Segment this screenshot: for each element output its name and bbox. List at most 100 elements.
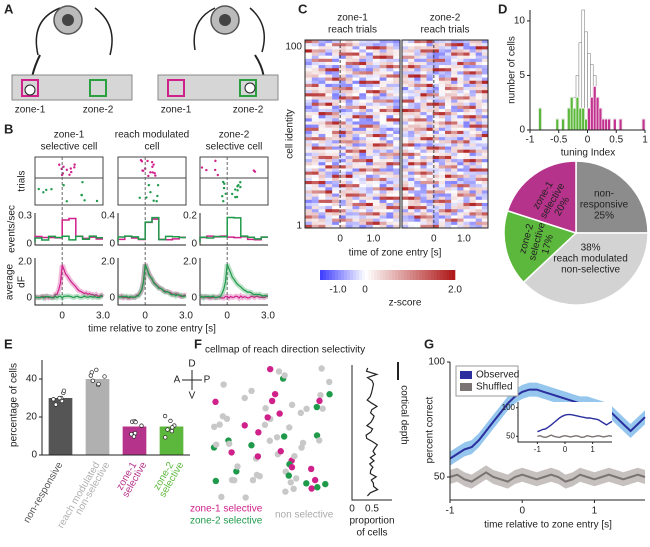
heatmap-cell bbox=[445, 77, 452, 82]
heatmap-cell bbox=[379, 68, 387, 72]
heatmap-cell bbox=[352, 74, 360, 78]
heatmap-cell bbox=[402, 171, 409, 176]
heatmap-cell bbox=[438, 112, 446, 116]
heatmap-cell bbox=[338, 140, 347, 144]
heatmap-cell bbox=[426, 152, 434, 157]
heatmap-cell bbox=[359, 55, 367, 60]
depth-profile bbox=[365, 367, 379, 497]
heatmap-cell bbox=[305, 181, 313, 185]
heatmap-cell bbox=[402, 115, 409, 119]
heatmap-cell bbox=[386, 105, 394, 110]
cell-dot bbox=[282, 488, 289, 495]
heatmap-cell bbox=[318, 215, 326, 219]
heatmap-cell bbox=[420, 202, 427, 207]
heatmap-cell bbox=[386, 87, 394, 91]
heatmap-cell bbox=[386, 174, 394, 179]
raster-event bbox=[68, 173, 71, 176]
heatmap-cell bbox=[305, 215, 313, 219]
heatmap-cell bbox=[451, 137, 458, 141]
heatmap-cell bbox=[457, 61, 464, 66]
heatmap-cell bbox=[366, 61, 374, 66]
heatmap-cell bbox=[311, 90, 319, 94]
heatmap-cell bbox=[469, 121, 477, 125]
heatmap-cell bbox=[426, 105, 434, 110]
heatmap-cell bbox=[366, 124, 374, 129]
tick-label: 1 bbox=[642, 135, 648, 146]
heatmap-cell bbox=[402, 90, 409, 94]
heatmap-cell bbox=[420, 99, 427, 103]
heatmap-cell bbox=[457, 155, 464, 160]
panel-label: E bbox=[4, 336, 13, 351]
heatmap-cell bbox=[475, 209, 483, 213]
heatmap-cell bbox=[305, 77, 313, 82]
heatmap-cell bbox=[332, 143, 340, 147]
heatmap-cell bbox=[457, 124, 464, 129]
heatmap-cell bbox=[386, 162, 394, 166]
heatmap-cell bbox=[372, 140, 380, 144]
heatmap-cell bbox=[432, 130, 440, 135]
cell-dot bbox=[326, 378, 333, 386]
tick-label: 0.4 bbox=[101, 211, 115, 222]
heatmap-cell bbox=[475, 193, 483, 197]
heatmap-cell bbox=[475, 196, 483, 201]
heatmap-cell bbox=[379, 177, 387, 182]
heatmap-cell bbox=[352, 118, 360, 122]
colorbar-cell bbox=[398, 270, 402, 280]
heatmap-cell bbox=[432, 68, 440, 72]
pie-slice bbox=[506, 160, 577, 235]
heatmap-cell bbox=[414, 134, 421, 138]
heatmap-cell bbox=[457, 137, 464, 141]
heatmap-cell bbox=[438, 58, 446, 63]
heatmap-cell bbox=[402, 165, 409, 169]
heatmap-cell bbox=[379, 49, 387, 53]
heatmap-cell bbox=[366, 221, 374, 226]
heatmap-cell bbox=[445, 187, 452, 191]
heatmap-cell bbox=[359, 196, 367, 201]
cell-dot bbox=[292, 475, 300, 482]
heatmap-cell bbox=[318, 206, 326, 210]
heatmap-cell bbox=[366, 43, 374, 47]
heatmap-cell bbox=[414, 152, 421, 157]
heatmap-cell bbox=[426, 202, 434, 207]
heatmap-cell bbox=[445, 137, 452, 141]
heatmap-cell bbox=[352, 137, 360, 141]
heatmap-cell bbox=[372, 121, 380, 125]
heatmap-cell bbox=[305, 143, 313, 147]
cell-dot bbox=[291, 452, 298, 460]
cell-dot bbox=[253, 471, 261, 479]
heatmap-cell bbox=[372, 162, 380, 166]
heatmap-cell bbox=[318, 105, 326, 110]
histogram-bar bbox=[595, 96, 600, 131]
heatmap-cell bbox=[325, 162, 333, 166]
heatmap-cell bbox=[338, 187, 347, 191]
heatmap-cell bbox=[420, 52, 427, 56]
heatmap-cell bbox=[325, 212, 333, 216]
cell-dot bbox=[288, 464, 296, 471]
sample-dot bbox=[168, 418, 173, 424]
heatmap-cell bbox=[438, 134, 446, 138]
raster-event bbox=[214, 159, 217, 163]
heatmap-cell bbox=[379, 143, 387, 147]
heatmap-cell bbox=[318, 187, 326, 191]
heatmap-cell bbox=[445, 202, 452, 207]
heatmap-cell bbox=[420, 87, 427, 91]
heatmap-cell bbox=[311, 40, 319, 44]
heatmap-cell bbox=[311, 65, 319, 69]
sample-dot bbox=[88, 373, 93, 378]
heatmap-cell bbox=[359, 80, 367, 85]
heatmap-cell bbox=[438, 49, 446, 53]
compass-label: P bbox=[204, 375, 211, 386]
heatmap-cell bbox=[426, 224, 434, 229]
cell-dot bbox=[266, 437, 274, 444]
heatmap-cell bbox=[379, 83, 387, 88]
heatmap-cell bbox=[386, 112, 394, 116]
heatmap-cell bbox=[352, 127, 360, 132]
heatmap-cell bbox=[426, 165, 434, 169]
heatmap-cell bbox=[438, 202, 446, 207]
heatmap-cell bbox=[393, 212, 401, 216]
histogram-bar bbox=[581, 107, 585, 131]
heatmap-cell bbox=[393, 90, 401, 94]
heatmap-cell bbox=[463, 49, 470, 53]
heatmap-cell bbox=[475, 90, 483, 94]
heatmap-cell bbox=[386, 146, 394, 150]
